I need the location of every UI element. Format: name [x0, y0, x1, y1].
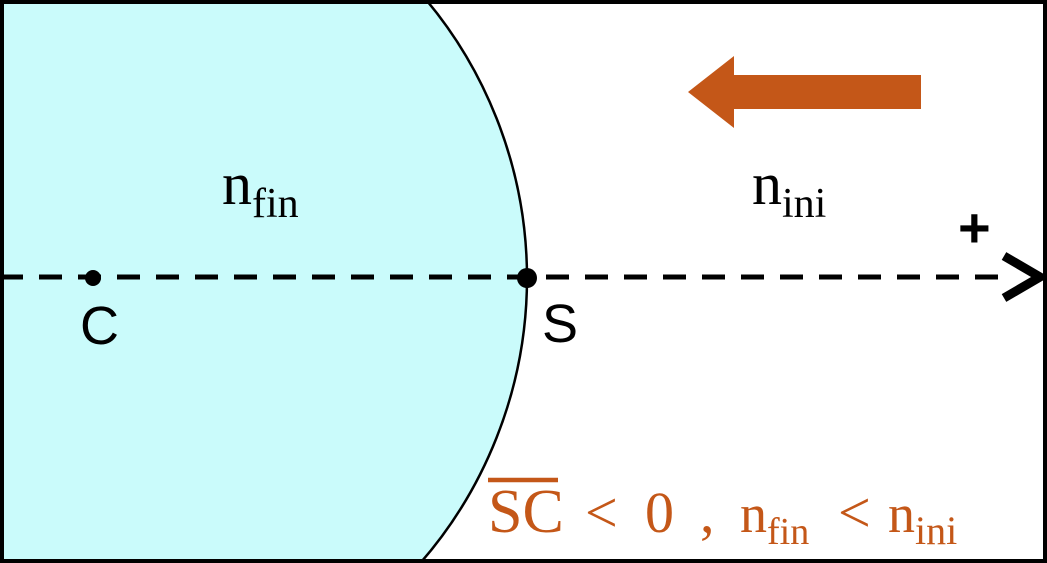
light-direction-arrow-icon: [688, 56, 921, 128]
label-n-ini-base: n: [752, 151, 782, 217]
caption-n-fin-sub: fin: [767, 511, 809, 553]
caption-formula: SC <0, nfin < nini: [488, 478, 957, 553]
caption-n-fin-base: n: [740, 484, 767, 544]
vertex-dot: [517, 268, 537, 288]
label-n-fin: nfin: [222, 151, 299, 227]
refracting-medium-region: [0, 0, 529, 563]
caption-comma: ,: [700, 480, 715, 545]
label-n-fin-sub: fin: [252, 181, 299, 227]
caption-less-than-2: <: [838, 480, 871, 545]
label-point-c: C: [80, 296, 119, 356]
axis-arrowhead-icon: [1001, 252, 1047, 302]
caption-sc: SC: [488, 478, 564, 546]
label-n-ini: nini: [752, 151, 826, 227]
label-point-s: S: [542, 294, 578, 354]
label-n-ini-sub: ini: [782, 181, 826, 227]
caption-less-than-1: <: [585, 480, 618, 545]
center-of-curvature-dot: [85, 270, 101, 286]
caption-zero: 0: [645, 480, 674, 545]
caption-n-ini-base: n: [888, 484, 915, 544]
caption-n-ini-sub: ini: [915, 508, 957, 553]
label-n-fin-base: n: [222, 151, 252, 217]
axis-positive-sign: +: [958, 196, 991, 259]
